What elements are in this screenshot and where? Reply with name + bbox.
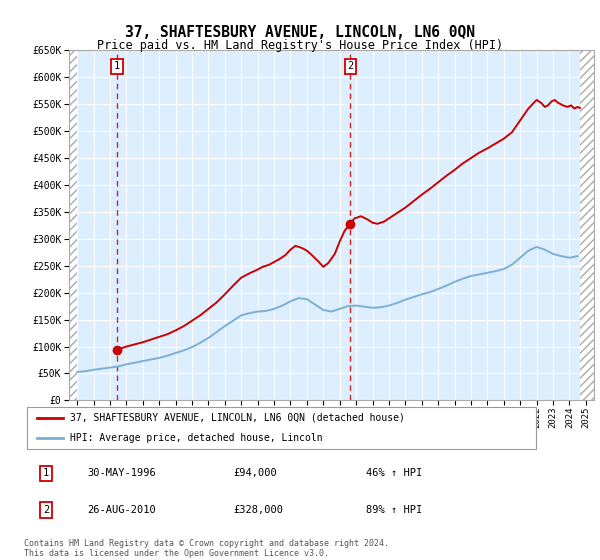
- FancyBboxPatch shape: [26, 407, 536, 449]
- Text: 46% ↑ HPI: 46% ↑ HPI: [366, 469, 422, 478]
- Text: 2: 2: [43, 505, 49, 515]
- Bar: [580, 50, 594, 400]
- Text: 26-AUG-2010: 26-AUG-2010: [88, 505, 156, 515]
- Text: HPI: Average price, detached house, Lincoln: HPI: Average price, detached house, Linc…: [70, 433, 323, 443]
- Text: 2: 2: [347, 61, 353, 71]
- Text: 37, SHAFTESBURY AVENUE, LINCOLN, LN6 0QN (detached house): 37, SHAFTESBURY AVENUE, LINCOLN, LN6 0QN…: [70, 413, 406, 423]
- Text: Contains HM Land Registry data © Crown copyright and database right 2024.
This d: Contains HM Land Registry data © Crown c…: [24, 539, 389, 558]
- Text: Price paid vs. HM Land Registry's House Price Index (HPI): Price paid vs. HM Land Registry's House …: [97, 39, 503, 52]
- Text: £328,000: £328,000: [234, 505, 284, 515]
- Text: 1: 1: [43, 469, 49, 478]
- Text: 30-MAY-1996: 30-MAY-1996: [88, 469, 156, 478]
- Text: 37, SHAFTESBURY AVENUE, LINCOLN, LN6 0QN: 37, SHAFTESBURY AVENUE, LINCOLN, LN6 0QN: [125, 25, 475, 40]
- Text: £94,000: £94,000: [234, 469, 278, 478]
- Text: 89% ↑ HPI: 89% ↑ HPI: [366, 505, 422, 515]
- Bar: [69, 50, 77, 400]
- Text: 1: 1: [114, 61, 120, 71]
